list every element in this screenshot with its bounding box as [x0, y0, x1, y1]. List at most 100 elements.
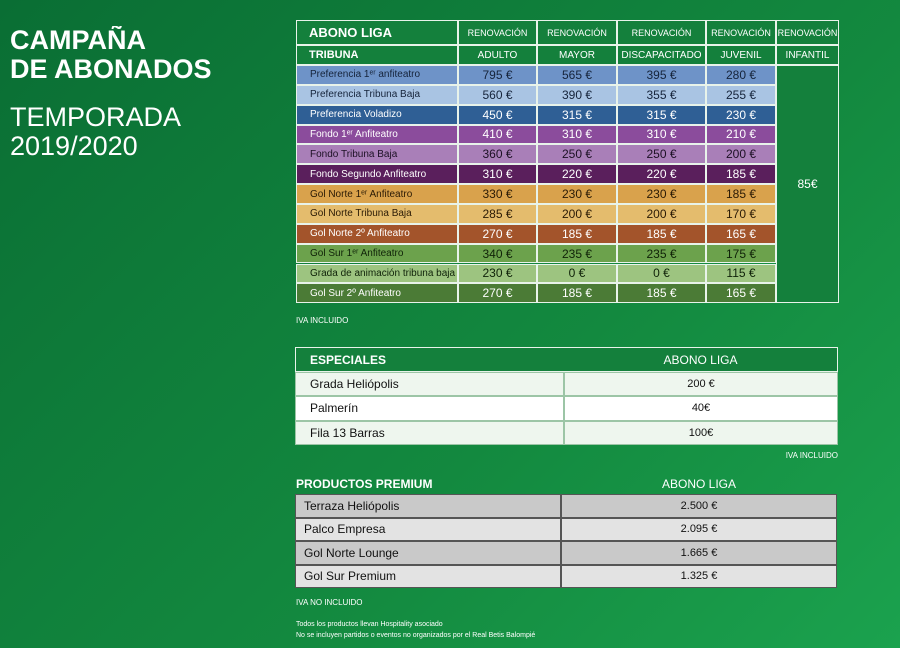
price-cell: 200 €: [617, 203, 706, 224]
price-cell: 200 €: [537, 203, 617, 224]
header-cell: MAYOR: [537, 45, 617, 65]
table-cell: 1.665 €: [561, 541, 837, 565]
header-cell: ABONO LIGA: [296, 20, 458, 45]
price-cell: 185 €: [706, 184, 776, 204]
table-cell: Palmerín: [295, 396, 564, 421]
row-label: Fondo Segundo Anfiteatro: [296, 164, 458, 185]
row-label: Grada de animación tribuna baja: [296, 263, 458, 284]
table-cell: 1.325 €: [561, 564, 837, 588]
note: IVA INCLUIDO: [296, 315, 349, 325]
price-cell: 395 €: [617, 65, 706, 85]
row-label: Gol Norte 1ᵉʳ Anfiteatro: [296, 184, 458, 204]
table-cell: 40€: [564, 396, 838, 421]
price-cell: 85€: [776, 65, 839, 304]
row-label: Gol Norte Tribuna Baja: [296, 203, 458, 224]
price-cell: 250 €: [537, 144, 617, 165]
table-cell: 2.095 €: [561, 517, 837, 541]
row-label: Preferencia Voladizo: [296, 104, 458, 125]
note: IVA NO INCLUIDO: [296, 597, 363, 607]
price-cell: 250 €: [617, 144, 706, 165]
price-cell: 165 €: [706, 283, 776, 304]
row-label: Gol Norte 2º Anfiteatro: [296, 223, 458, 244]
price-cell: 230 €: [458, 263, 537, 284]
header-cell: RENOVACIÓN: [458, 20, 537, 45]
price-cell: 410 €: [458, 124, 537, 145]
price-cell: 310 €: [458, 164, 537, 185]
price-cell: 285 €: [458, 203, 537, 224]
price-cell: 235 €: [537, 243, 617, 264]
subtitle-line: TEMPORADA: [10, 103, 182, 131]
header-cell: PRODUCTOS PREMIUM: [296, 476, 433, 491]
table-cell: 100€: [564, 420, 838, 445]
price-cell: 185 €: [537, 223, 617, 244]
price-cell: 270 €: [458, 283, 537, 304]
price-cell: 0 €: [617, 263, 706, 284]
table-cell: Terraza Heliópolis: [295, 494, 561, 518]
title-line: CAMPAÑA: [10, 26, 146, 54]
price-cell: 355 €: [617, 84, 706, 105]
row-label: Gol Sur 1ᵉʳ Anfiteatro: [296, 243, 458, 264]
header-cell: RENOVACIÓN: [706, 20, 776, 45]
price-cell: 200 €: [706, 144, 776, 165]
price-cell: 115 €: [706, 263, 776, 284]
row-label: Fondo 1ᵉʳ Anfiteatro: [296, 124, 458, 145]
header-cell: INFANTIL: [776, 45, 839, 65]
price-cell: 340 €: [458, 243, 537, 264]
table-cell: Gol Sur Premium: [295, 564, 561, 588]
price-cell: 220 €: [537, 164, 617, 185]
table-cell: Fila 13 Barras: [295, 420, 564, 445]
header-cell: RENOVACIÓN: [537, 20, 617, 45]
subtitle-line: 2019/2020: [10, 132, 138, 160]
price-cell: 315 €: [537, 104, 617, 125]
header-cell: TRIBUNA: [296, 45, 458, 65]
price-cell: 185 €: [617, 223, 706, 244]
price-cell: 795 €: [458, 65, 537, 85]
price-cell: 560 €: [458, 84, 537, 105]
header-cell: ADULTO: [458, 45, 537, 65]
table-cell: 200 €: [564, 372, 838, 397]
price-cell: 185 €: [537, 283, 617, 304]
footer-line: Todos los productos llevan Hospitality a…: [296, 621, 443, 628]
price-cell: 315 €: [617, 104, 706, 125]
price-cell: 360 €: [458, 144, 537, 165]
table-cell: Grada Heliópolis: [295, 372, 564, 397]
row-label: Preferencia Tribuna Baja: [296, 84, 458, 105]
price-cell: 210 €: [706, 124, 776, 145]
price-cell: 450 €: [458, 104, 537, 125]
table-cell: 2.500 €: [561, 494, 837, 518]
header-cell: DISCAPACITADO: [617, 45, 706, 65]
price-cell: 310 €: [537, 124, 617, 145]
price-cell: 175 €: [706, 243, 776, 264]
price-cell: 280 €: [706, 65, 776, 85]
price-cell: 165 €: [706, 223, 776, 244]
price-cell: 0 €: [537, 263, 617, 284]
title-line: DE ABONADOS: [10, 55, 212, 83]
price-cell: 310 €: [617, 124, 706, 145]
header-cell: RENOVACIÓN: [776, 20, 839, 45]
price-cell: 220 €: [617, 164, 706, 185]
price-cell: 230 €: [706, 104, 776, 125]
price-cell: 230 €: [617, 184, 706, 204]
table-cell: Gol Norte Lounge: [295, 541, 561, 565]
price-cell: 565 €: [537, 65, 617, 85]
price-cell: 170 €: [706, 203, 776, 224]
row-label: Gol Sur 2º Anfiteatro: [296, 283, 458, 304]
price-cell: 185 €: [706, 164, 776, 185]
header-cell: ESPECIALES: [295, 347, 564, 372]
price-cell: 230 €: [537, 184, 617, 204]
price-cell: 330 €: [458, 184, 537, 204]
header-cell: ABONO LIGA: [564, 347, 838, 372]
table-cell: Palco Empresa: [295, 517, 561, 541]
note: IVA INCLUIDO: [785, 450, 838, 460]
price-cell: 390 €: [537, 84, 617, 105]
price-cell: 270 €: [458, 223, 537, 244]
footer-line: No se incluyen partidos o eventos no org…: [296, 632, 536, 639]
row-label: Fondo Tribuna Baja: [296, 144, 458, 165]
price-cell: 255 €: [706, 84, 776, 105]
price-cell: 185 €: [617, 283, 706, 304]
row-label: Preferencia 1ᵉʳ anfiteatro: [296, 65, 458, 85]
header-cell: RENOVACIÓN: [617, 20, 706, 45]
header-cell: ABONO LIGA: [661, 476, 737, 491]
header-cell: JUVENIL: [706, 45, 776, 65]
